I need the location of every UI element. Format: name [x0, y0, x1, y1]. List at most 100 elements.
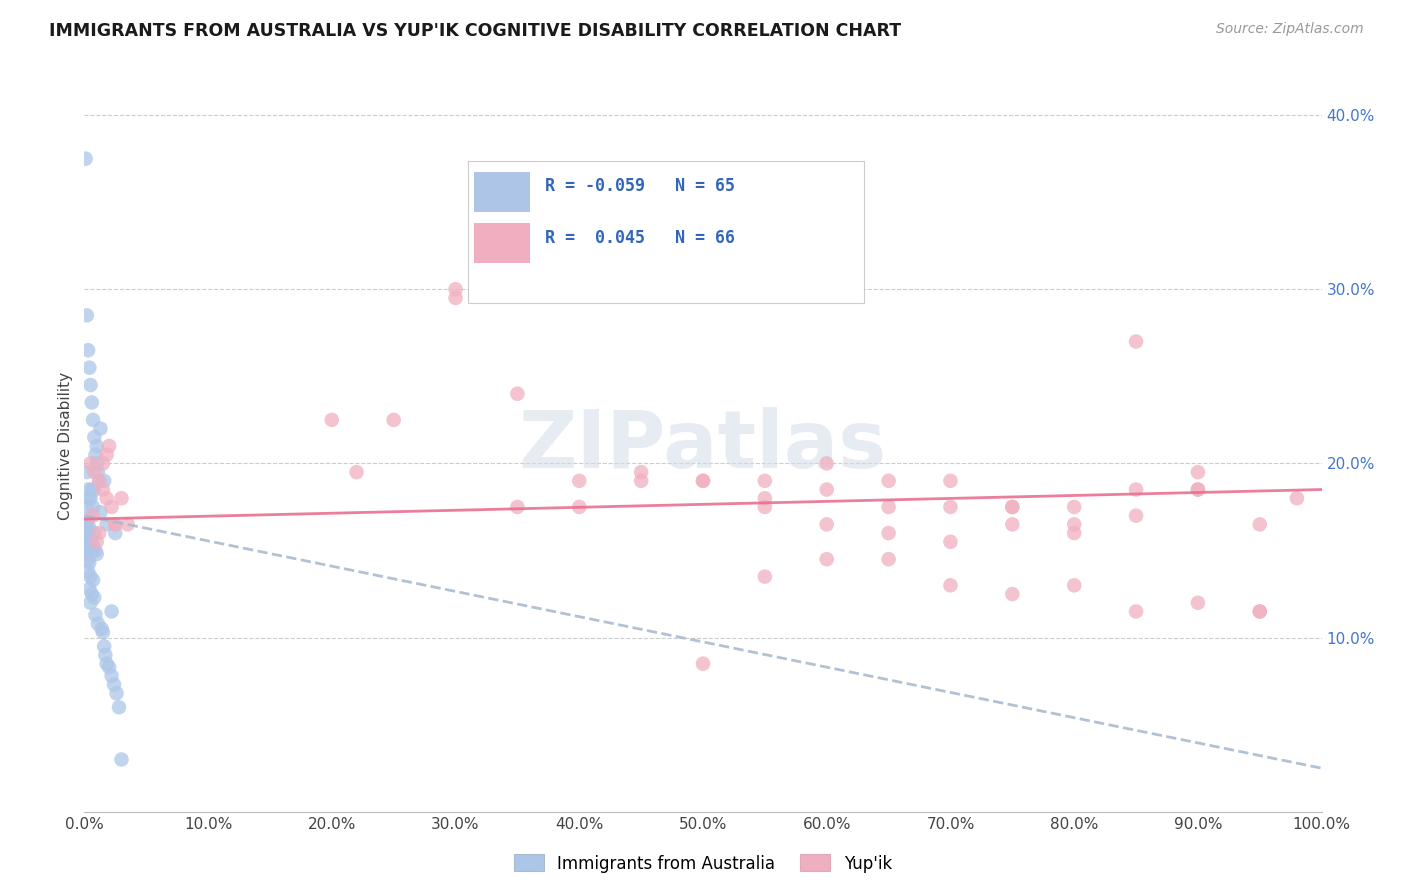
- Point: [754, 500, 776, 514]
- Point: [1285, 491, 1308, 506]
- Point: [96, 448, 118, 462]
- Point: [89, 474, 111, 488]
- Point: [1187, 483, 1209, 497]
- Point: [104, 517, 127, 532]
- Point: [98, 660, 121, 674]
- Point: [1187, 483, 1209, 497]
- Point: [382, 413, 405, 427]
- Point: [939, 578, 962, 592]
- Point: [939, 534, 962, 549]
- Point: [568, 474, 591, 488]
- Point: [754, 491, 776, 506]
- Point: [90, 622, 112, 636]
- Point: [76, 517, 98, 532]
- Point: [346, 465, 368, 479]
- Point: [87, 616, 110, 631]
- Point: [89, 474, 111, 488]
- Point: [1063, 517, 1085, 532]
- Y-axis label: Cognitive Disability: Cognitive Disability: [58, 372, 73, 520]
- Point: [110, 752, 132, 766]
- Point: [444, 282, 467, 296]
- Point: [1187, 465, 1209, 479]
- Point: [1063, 526, 1085, 541]
- Bar: [474, 171, 530, 212]
- Point: [117, 517, 139, 532]
- Point: [89, 421, 111, 435]
- Point: [75, 534, 97, 549]
- Point: [84, 543, 107, 558]
- Point: [96, 491, 118, 506]
- Point: [754, 474, 776, 488]
- Point: [877, 474, 900, 488]
- Point: [84, 448, 107, 462]
- Point: [630, 465, 652, 479]
- Point: [82, 573, 104, 587]
- Point: [87, 465, 110, 479]
- Point: [1063, 500, 1085, 514]
- Point: [94, 648, 117, 662]
- Point: [1249, 604, 1271, 618]
- Point: [82, 500, 104, 514]
- Text: R = -0.059   N = 65: R = -0.059 N = 65: [544, 178, 734, 195]
- Point: [104, 526, 127, 541]
- Point: [1001, 587, 1024, 601]
- Point: [83, 526, 105, 541]
- Point: [104, 517, 127, 532]
- Point: [76, 534, 98, 549]
- Bar: [474, 223, 530, 263]
- Point: [1001, 517, 1024, 532]
- Point: [79, 457, 101, 471]
- Point: [100, 604, 122, 618]
- Point: [79, 596, 101, 610]
- Point: [89, 505, 111, 519]
- Point: [692, 474, 714, 488]
- Point: [80, 395, 103, 409]
- Point: [80, 483, 103, 497]
- Point: [77, 483, 100, 497]
- Point: [83, 430, 105, 444]
- Text: Source: ZipAtlas.com: Source: ZipAtlas.com: [1216, 22, 1364, 37]
- Point: [100, 669, 122, 683]
- Point: [1125, 604, 1147, 618]
- Point: [86, 457, 108, 471]
- Point: [754, 569, 776, 583]
- Point: [91, 625, 114, 640]
- Text: ZIPatlas: ZIPatlas: [519, 407, 887, 485]
- Point: [1001, 500, 1024, 514]
- Point: [89, 526, 111, 541]
- Point: [506, 386, 529, 401]
- Point: [568, 500, 591, 514]
- Point: [1125, 508, 1147, 523]
- FancyBboxPatch shape: [468, 161, 863, 303]
- Point: [77, 343, 100, 358]
- Point: [79, 491, 101, 506]
- Point: [815, 552, 838, 566]
- Point: [86, 439, 108, 453]
- Point: [76, 465, 98, 479]
- Point: [100, 500, 122, 514]
- Point: [91, 483, 114, 497]
- Point: [75, 152, 97, 166]
- Point: [692, 474, 714, 488]
- Point: [75, 526, 97, 541]
- Point: [630, 474, 652, 488]
- Point: [692, 657, 714, 671]
- Point: [91, 457, 114, 471]
- Point: [815, 483, 838, 497]
- Point: [76, 547, 98, 561]
- Point: [108, 700, 131, 714]
- Point: [79, 556, 101, 570]
- Point: [83, 465, 105, 479]
- Point: [444, 291, 467, 305]
- Point: [939, 474, 962, 488]
- Point: [96, 517, 118, 532]
- Point: [93, 640, 115, 654]
- Point: [80, 543, 103, 558]
- Point: [939, 500, 962, 514]
- Point: [1063, 578, 1085, 592]
- Point: [79, 360, 101, 375]
- Point: [815, 457, 838, 471]
- Point: [86, 547, 108, 561]
- Point: [79, 491, 101, 506]
- Point: [76, 500, 98, 514]
